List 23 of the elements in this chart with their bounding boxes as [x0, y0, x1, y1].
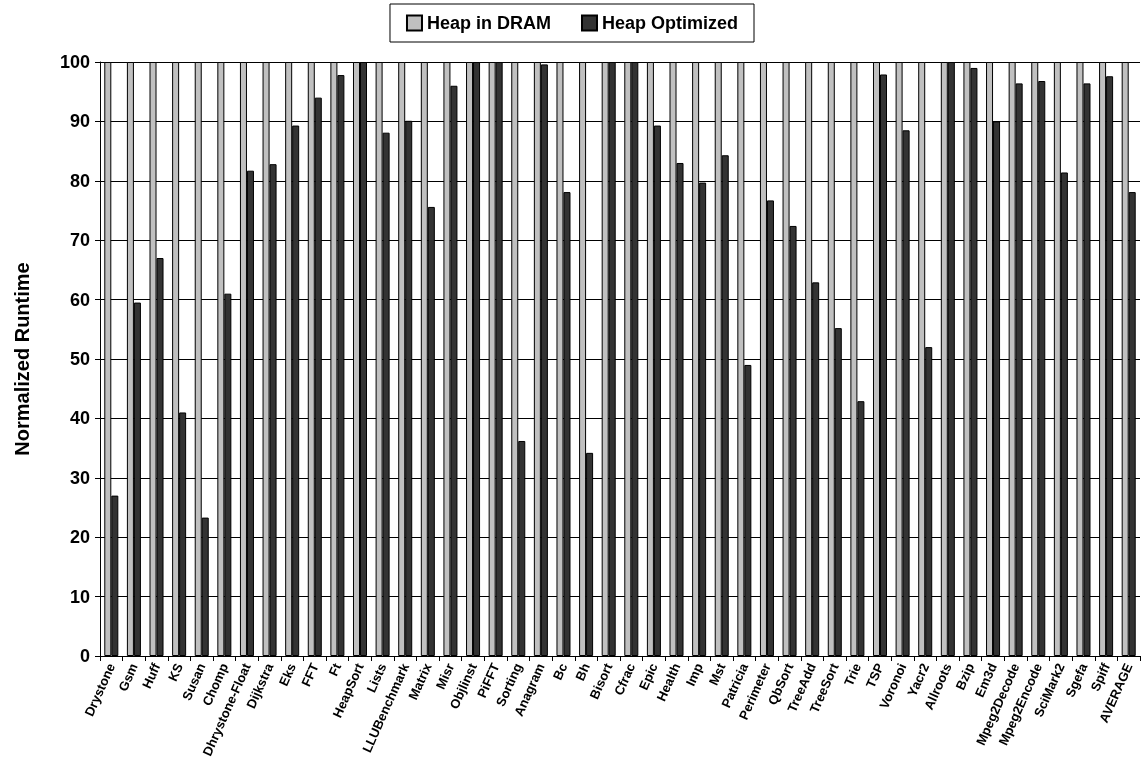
x-tick-label: Bh: [572, 660, 593, 683]
y-tick-label: 90: [69, 111, 90, 132]
x-tick-label: Trie: [841, 660, 865, 689]
y-tick-label: 0: [79, 646, 90, 666]
y-tick-label: 60: [69, 289, 90, 310]
x-tick-label: Gsm: [115, 660, 141, 694]
y-tick-label: 10: [69, 586, 90, 607]
y-tick-label: 80: [69, 170, 90, 191]
y-tick-label: 50: [69, 349, 90, 369]
x-tick-label: Huff: [139, 660, 164, 691]
x-tick-label: KS: [164, 660, 187, 684]
y-tick-label: 70: [69, 230, 90, 251]
legend-label: Heap in DRAM: [426, 13, 551, 33]
y-tick-label: 30: [69, 467, 90, 488]
x-tick-label: Eks: [275, 660, 300, 689]
y-tick-label: 100: [59, 52, 90, 72]
x-tick-label: Imp: [682, 660, 706, 689]
x-tick-label: FFT: [298, 660, 322, 689]
y-axis-title: Normalized Runtime: [11, 262, 33, 456]
legend-label: Heap Optimized: [601, 13, 739, 33]
y-tick-label: 40: [69, 408, 90, 429]
x-tick-label: Bc: [549, 660, 571, 683]
y-tick-label: 20: [69, 527, 90, 548]
